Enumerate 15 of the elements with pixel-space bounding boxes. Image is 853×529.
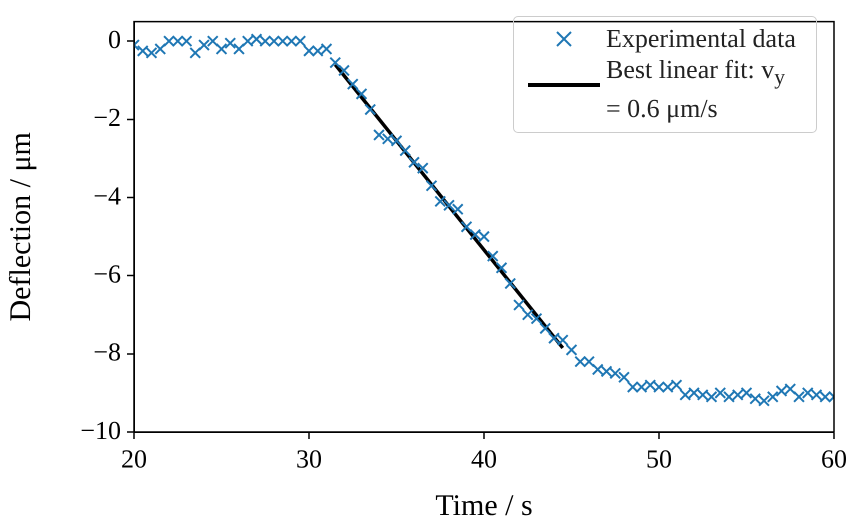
y-tick-label: −6 [93,259,121,288]
x-tick-label: 60 [821,444,847,474]
x-axis-title: Time / s [435,488,533,522]
y-tick-label: −2 [93,103,121,132]
y-tick-label: −10 [80,416,121,445]
legend-label: Experimental data [606,23,797,54]
x-tick-label: 20 [121,444,147,474]
y-tick-label: −8 [93,338,121,367]
x-tick-label: 40 [471,444,497,474]
legend: Experimental data Best linear fit: v$_{y}$ = 0.6 μm/s [513,16,817,134]
y-tick-label: 0 [108,24,121,54]
x-tick-label: 30 [296,444,322,474]
y-tick-label: −4 [93,181,121,210]
y-axis-title: Deflection / μm [4,132,37,322]
x-tick-label: 50 [646,444,672,474]
